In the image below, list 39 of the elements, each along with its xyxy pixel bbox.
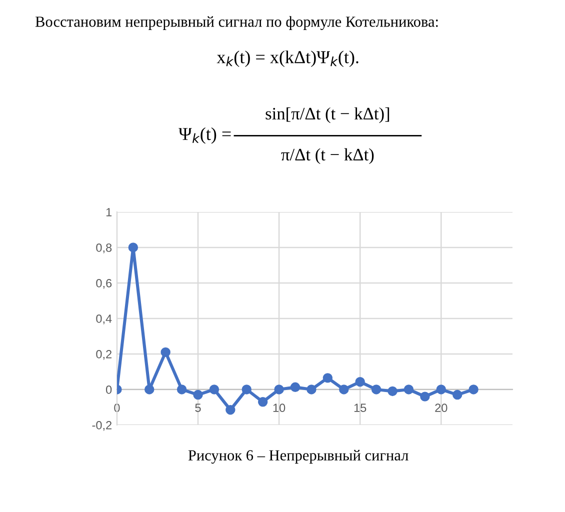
point	[468, 384, 478, 394]
point	[355, 376, 365, 387]
point	[242, 384, 252, 394]
text: Рисунок 6 – Непрерывный сигнал	[188, 450, 408, 464]
x-tick-label: 20	[435, 404, 448, 412]
point	[274, 384, 284, 394]
y-tick-label: 0	[106, 385, 112, 394]
y-tick-label: 0,6	[96, 279, 112, 289]
point	[404, 384, 414, 394]
x-tick-label: 5	[195, 404, 201, 412]
x-tick-label: 15	[354, 404, 366, 412]
point	[209, 384, 220, 394]
point	[193, 390, 203, 400]
text: sin[π/Δt (t − kΔt)]	[266, 107, 390, 124]
point	[452, 390, 462, 400]
point	[258, 397, 268, 407]
point	[290, 382, 300, 392]
point	[128, 242, 138, 252]
point	[226, 405, 236, 415]
y-tick-label: 0,4	[96, 314, 112, 324]
text: x$_{k}$(t) = x(kΔt)Ψ$_{k}$(t).	[216, 50, 358, 67]
point	[371, 384, 382, 394]
point	[144, 384, 154, 394]
point	[420, 392, 430, 402]
point	[322, 373, 333, 383]
point	[388, 386, 398, 396]
y-tick-label: -0,2	[92, 420, 112, 431]
y-tick-label: 0,2	[96, 350, 112, 360]
point	[160, 347, 170, 358]
y-tick-label: 1	[106, 208, 112, 216]
text: π/Δt (t − kΔt)	[281, 148, 374, 164]
point	[339, 384, 349, 394]
point	[436, 384, 446, 394]
text: Восстановим непрерывный сигнал по формуле Котельникова:	[35, 16, 438, 30]
y-tick-label: 0,8	[96, 244, 112, 254]
point	[306, 384, 316, 394]
point	[176, 384, 187, 394]
x-tick-label: 10	[273, 404, 286, 412]
text: Ψ$_{k}$(t) =	[178, 127, 231, 144]
